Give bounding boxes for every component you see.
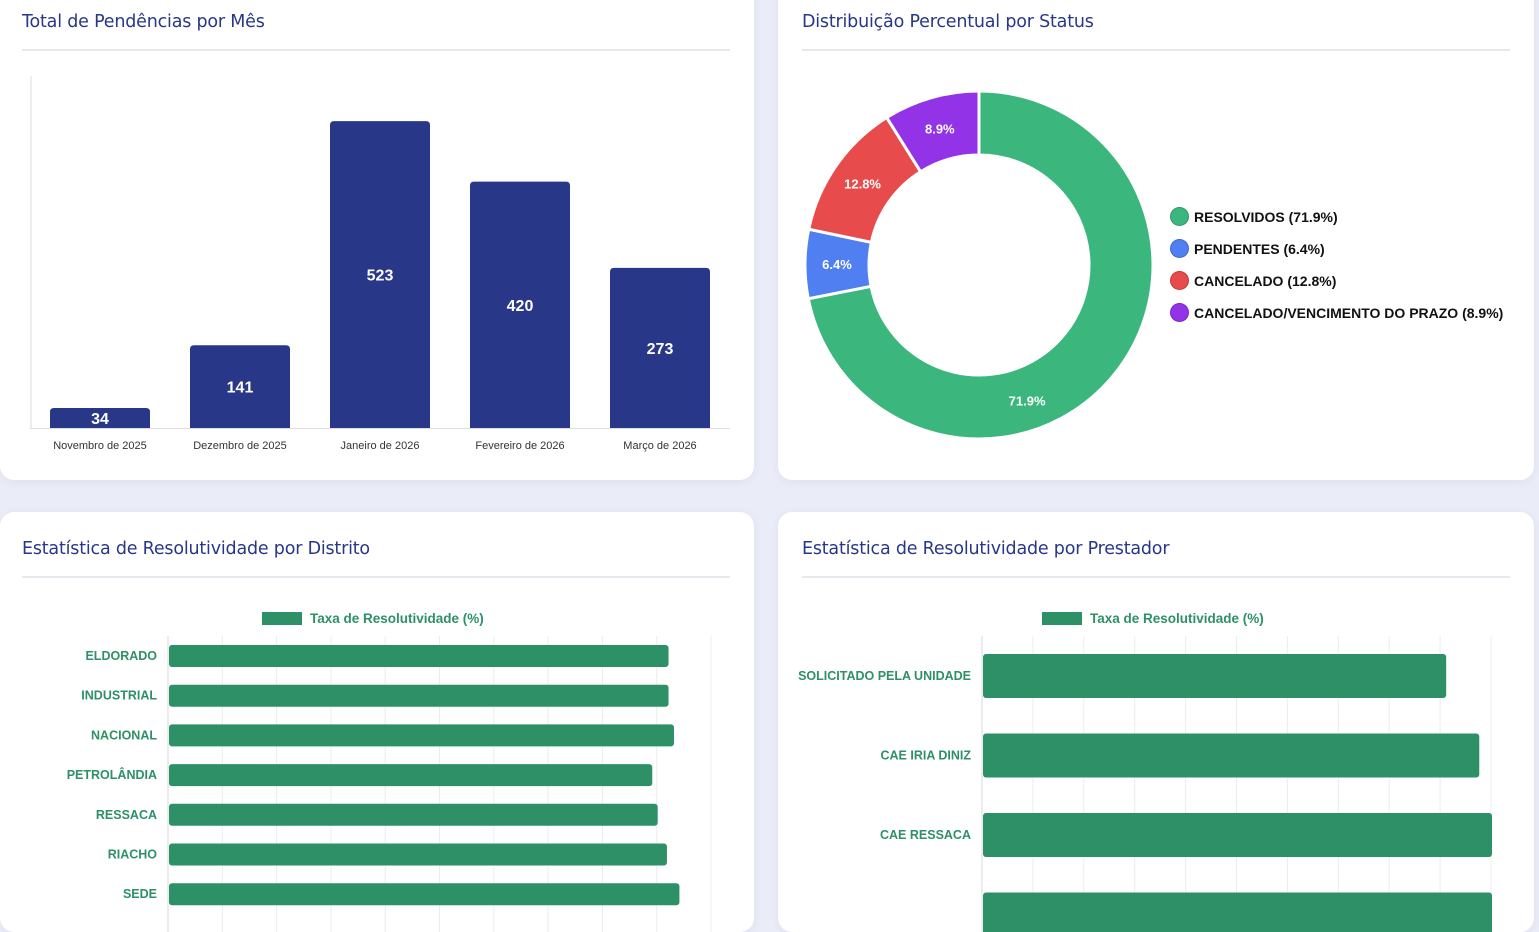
legend-label: RESOLVIDOS (71.9%) bbox=[1194, 209, 1338, 225]
legend-label: PENDENTES (6.4%) bbox=[1194, 241, 1325, 257]
legend-swatch bbox=[1170, 207, 1189, 226]
bar bbox=[169, 645, 669, 667]
provider-hbar-chart: SOLICITADO PELA UNIDADE CAE IRIA DINIZ CAE… bbox=[778, 512, 1534, 932]
bar bbox=[169, 724, 674, 746]
legend-item-cancelado[interactable]: CANCELADO (12.8%) bbox=[1170, 271, 1336, 290]
bar bbox=[169, 804, 658, 826]
legend-swatch bbox=[1170, 271, 1189, 290]
status-distribution-card: Distribuição Percentual por Status 71.9%… bbox=[778, 0, 1534, 480]
bar-value-label: 420 bbox=[507, 298, 534, 315]
x-tick-label: Fevereiro de 2026 bbox=[475, 440, 564, 452]
legend-label: CANCELADO/VENCIMENTO DO PRAZO (8.9%) bbox=[1194, 305, 1503, 321]
bar bbox=[169, 764, 652, 786]
bar-value-label: 34 bbox=[91, 411, 109, 428]
y-tick-label: NACIONAL bbox=[91, 728, 157, 742]
provider-resolutivity-card: Estatística de Resolutividade por Presta… bbox=[778, 512, 1534, 932]
x-tick-label: Novembro de 2025 bbox=[53, 440, 147, 452]
legend-label: CANCELADO (12.8%) bbox=[1194, 273, 1336, 289]
bar-value-label: 141 bbox=[227, 380, 254, 397]
bar-value-label: 523 bbox=[367, 268, 394, 285]
district-hbar-chart: ELDORADO INDUSTRIAL NACIONAL PETROLÂNDIA RES… bbox=[0, 512, 754, 932]
status-legend: RESOLVIDOS (71.9%) PENDENTES (6.4%) CANC… bbox=[1170, 0, 1530, 480]
legend-item-resolvidos[interactable]: RESOLVIDOS (71.9%) bbox=[1170, 207, 1338, 226]
slice-percent-label: 6.4% bbox=[822, 257, 852, 272]
x-tick-label: Dezembro de 2025 bbox=[193, 440, 287, 452]
y-tick-label: PETROLÂNDIA bbox=[67, 767, 157, 782]
y-tick-label: SOLICITADO PELA UNIDADE bbox=[798, 669, 971, 683]
legend-swatch bbox=[1170, 239, 1189, 258]
y-tick-label: CAE IRIA DINIZ bbox=[880, 749, 971, 763]
y-tick-label: CAE RESSACA bbox=[880, 828, 971, 842]
bar bbox=[983, 813, 1492, 857]
bar bbox=[983, 893, 1492, 932]
y-tick-label: SEDE bbox=[123, 887, 157, 901]
bar-value-label: 273 bbox=[647, 341, 674, 358]
slice-percent-label: 12.8% bbox=[844, 177, 881, 192]
y-tick-label: ELDORADO bbox=[85, 649, 157, 663]
district-resolutivity-card: Estatística de Resolutividade por Distri… bbox=[0, 512, 754, 932]
legend-swatch bbox=[1170, 303, 1189, 322]
slice-percent-label: 8.9% bbox=[925, 122, 955, 137]
bar bbox=[983, 734, 1479, 778]
bar bbox=[169, 685, 669, 707]
bar bbox=[169, 844, 667, 866]
x-tick-label: Março de 2026 bbox=[623, 440, 696, 452]
slice-percent-label: 71.9% bbox=[1009, 394, 1046, 409]
monthly-pending-bar-chart: 34 Novembro de 2025 141 Dezembro de 2025 523… bbox=[0, 0, 754, 480]
legend-item-pendentes[interactable]: PENDENTES (6.4%) bbox=[1170, 239, 1325, 258]
y-tick-label: RESSACA bbox=[96, 808, 157, 822]
legend-item-cancelado-vencimento[interactable]: CANCELADO/VENCIMENTO DO PRAZO (8.9%) bbox=[1170, 303, 1503, 322]
y-tick-label: RIACHO bbox=[108, 848, 158, 862]
y-tick-label: INDUSTRIAL bbox=[81, 689, 157, 703]
bar bbox=[983, 654, 1446, 698]
x-tick-label: Janeiro de 2026 bbox=[341, 440, 420, 452]
